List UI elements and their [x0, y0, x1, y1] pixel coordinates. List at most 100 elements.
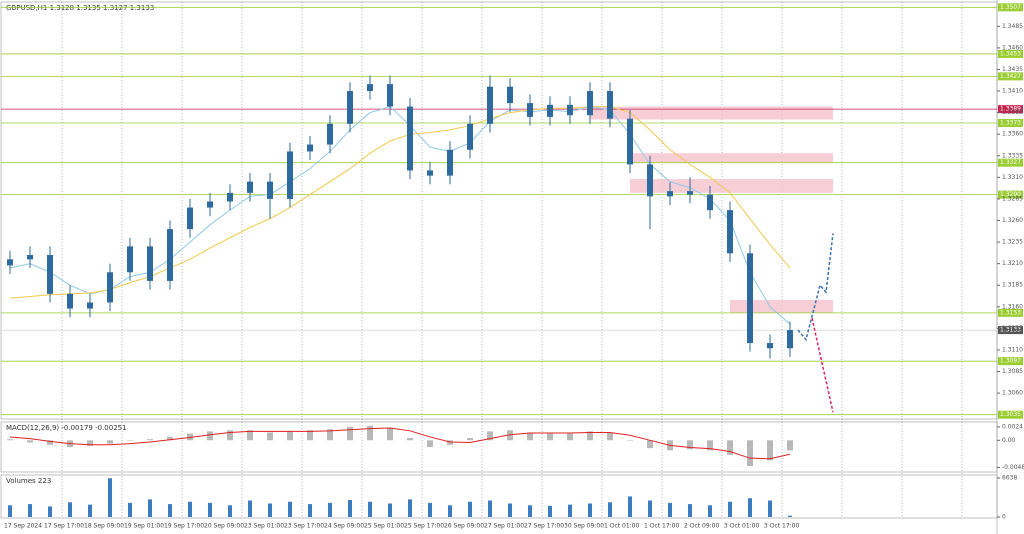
macd-tick-label: 0.0024 — [1002, 423, 1023, 430]
volume-bar — [728, 501, 732, 517]
forecast-line — [797, 233, 834, 342]
level-label: 1.3153 — [1000, 309, 1021, 316]
x-tick-label: 25 Sep 01:00 — [364, 523, 404, 530]
y-tick-label: 1.3135 — [1002, 325, 1023, 332]
volume-bar — [308, 504, 312, 517]
macd-bar — [47, 440, 53, 445]
moving-average — [9, 106, 791, 299]
y-tick-label: 1.3385 — [1002, 109, 1023, 116]
level-tag — [998, 410, 1023, 419]
macd-bar — [547, 433, 553, 441]
volume-bar — [128, 502, 132, 517]
x-tick-label: 18 Sep 09:00 — [84, 523, 124, 530]
volume-bar — [448, 505, 452, 517]
y-tick-label: 1.3310 — [1002, 174, 1023, 181]
macd-signal — [9, 427, 791, 460]
volume-bar — [388, 503, 392, 517]
volume-bar — [788, 515, 792, 517]
macd-bar — [467, 438, 473, 441]
volume-bar — [228, 505, 232, 517]
volume-title: Volumes 223 — [6, 477, 51, 485]
y-tick-label: 1.3110 — [1002, 346, 1023, 353]
x-tick-label: 19 Sep 17:00 — [164, 523, 204, 530]
volume-tick-label: 6638 — [1002, 475, 1017, 482]
candle-body — [427, 170, 433, 176]
macd-bar — [527, 432, 533, 441]
level-tag — [998, 190, 1023, 199]
zone — [730, 299, 833, 313]
macd-bar — [127, 440, 133, 441]
macd-bar — [207, 431, 213, 441]
candle-body — [687, 191, 693, 195]
candle-body — [587, 91, 593, 116]
volume-bar — [708, 505, 712, 517]
candle-body — [567, 104, 573, 116]
chart-title: GBPUSD,H1 1.3128 1.3135 1.3127 1.3133 — [6, 4, 154, 12]
forecast-line — [811, 317, 834, 413]
macd-bar — [507, 430, 513, 441]
x-tick-label: 19 Sep 01:00 — [124, 523, 164, 530]
volume-bar — [348, 499, 352, 517]
volume-bar — [628, 496, 632, 517]
candle-body — [627, 118, 633, 165]
level-tag — [998, 158, 1023, 167]
x-tick-label: 26 Sep 09:00 — [444, 523, 484, 530]
volume-bar — [268, 503, 272, 517]
macd-title: MACD(12,26,9) -0.00179 -0.00251 — [6, 424, 127, 432]
resistance-label: 1.3389 — [1000, 106, 1021, 113]
macd-bar — [707, 440, 713, 451]
volume-bar — [548, 505, 552, 517]
x-tick-label: 1 Oct 17:00 — [644, 523, 679, 530]
macd-tick-label: 0.00 — [1002, 437, 1016, 444]
zone — [590, 106, 833, 120]
y-tick-label: 1.3060 — [1002, 390, 1023, 397]
current-tag — [998, 326, 1023, 335]
candle-body — [727, 210, 733, 254]
candle-body — [367, 84, 373, 92]
candle-body — [447, 149, 453, 176]
macd-bar — [487, 431, 493, 441]
moving-average — [9, 106, 791, 325]
candle-body — [227, 192, 233, 202]
macd-bar — [767, 440, 773, 461]
y-tick-label: 1.3410 — [1002, 88, 1023, 95]
candle-body — [487, 86, 493, 124]
volume-bar — [468, 501, 472, 517]
current-label: 1.3133 — [1000, 327, 1021, 334]
level-label: 1.3035 — [1000, 411, 1021, 418]
macd-bar — [267, 432, 273, 441]
volume-bar — [428, 502, 432, 517]
volume-bar — [528, 505, 532, 517]
macd-bar — [187, 433, 193, 441]
level-label: 1.3427 — [1000, 73, 1021, 80]
x-tick-label: 17 Sep 2024 — [4, 523, 42, 530]
y-tick-label: 1.3360 — [1002, 131, 1023, 138]
macd-bar — [367, 425, 373, 441]
level-tag — [998, 72, 1023, 81]
candle-body — [387, 84, 393, 107]
macd-bar — [147, 439, 153, 441]
candle-body — [167, 229, 173, 281]
y-tick-label: 1.3435 — [1002, 66, 1023, 73]
volume-bar — [148, 499, 152, 517]
macd-bar — [287, 431, 293, 441]
macd-bar — [447, 440, 453, 445]
macd-bar — [687, 440, 693, 450]
macd-bar — [567, 433, 573, 441]
y-tick-label: 1.3085 — [1002, 368, 1023, 375]
volume-bar — [68, 502, 72, 517]
candle-body — [87, 302, 93, 309]
candle-body — [647, 164, 653, 197]
candle-body — [347, 91, 353, 124]
volume-bar — [28, 504, 32, 517]
volume-bar — [328, 502, 332, 517]
macd-bar — [327, 429, 333, 441]
macd-bar — [227, 430, 233, 441]
volume-bar — [248, 500, 252, 517]
x-tick-label: 3 Oct 01:00 — [724, 523, 759, 530]
level-label: 1.3507 — [1000, 4, 1021, 11]
y-tick-label: 1.3185 — [1002, 282, 1023, 289]
macd-bar — [727, 440, 733, 455]
